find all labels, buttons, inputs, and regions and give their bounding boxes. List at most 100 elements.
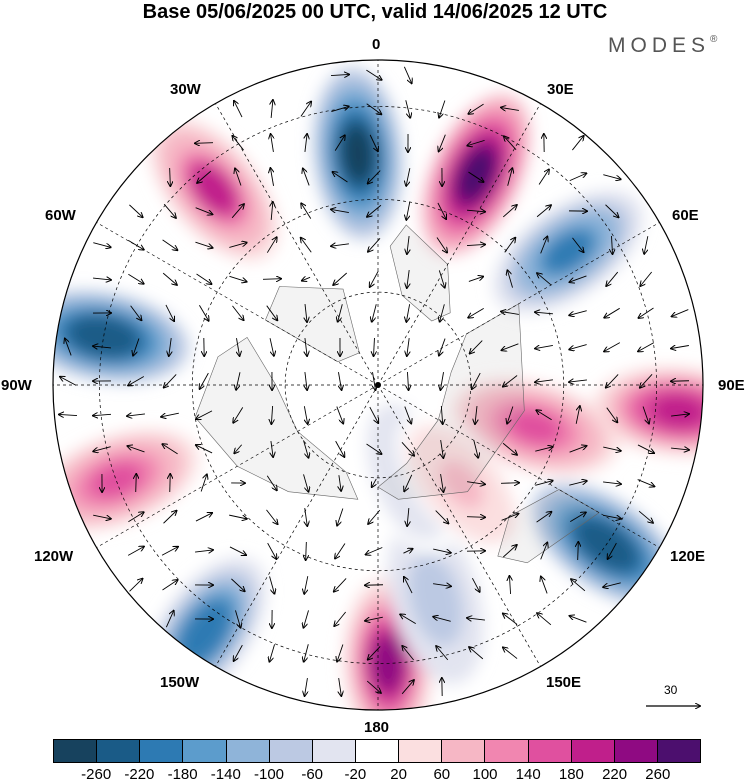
wind-arrow <box>572 136 583 151</box>
lon-label-30e: 30E <box>547 81 574 98</box>
wind-arrow <box>93 278 111 280</box>
colorbar-swatch <box>312 740 356 762</box>
wind-arrow <box>338 372 341 390</box>
wind-arrow <box>405 100 410 117</box>
wind-arrow <box>333 172 348 183</box>
colorbar-tick-label: 20 <box>390 766 407 783</box>
wind-arrow <box>334 578 347 591</box>
landmass-3 <box>194 336 359 500</box>
wind-arrow <box>339 475 341 491</box>
wind-arrow <box>470 340 483 354</box>
parallel <box>191 198 565 572</box>
wind-arrow <box>162 272 177 285</box>
wind-arrow <box>569 173 586 182</box>
wind-arrow <box>303 474 309 491</box>
wind-arrow <box>507 406 514 423</box>
colorbar-swatch <box>399 740 443 762</box>
wind-arrow <box>572 237 584 252</box>
wind-arrow <box>467 618 485 620</box>
wind-arrow <box>578 542 579 561</box>
wind-arrow <box>537 613 552 626</box>
wind-arrow <box>406 202 409 220</box>
wind-arrow <box>269 644 275 661</box>
lon-label-60w: 60W <box>45 207 76 224</box>
wind-arrow <box>266 305 278 321</box>
wind-arrow <box>441 474 444 492</box>
wind-arrow <box>467 482 485 485</box>
wind-arrow <box>368 509 381 524</box>
wind-arrow <box>603 582 621 587</box>
lon-label-120w: 120W <box>34 548 74 565</box>
wind-arrow <box>164 374 177 387</box>
wind-arrow <box>535 447 552 452</box>
wind-arrow <box>301 238 312 253</box>
colorbar-swatch <box>226 740 270 762</box>
wind-arrow <box>407 236 409 254</box>
lon-label-30w: 30W <box>170 81 201 98</box>
wind-arrow <box>502 343 519 350</box>
wind-arrow <box>507 168 513 186</box>
anomaly-negative-11 <box>387 516 484 685</box>
wind-arrow <box>334 611 347 626</box>
colorbar-tick-label: -180 <box>167 766 198 783</box>
colorbar-swatch <box>442 740 486 762</box>
wind-arrow <box>303 610 309 627</box>
wind-arrow <box>129 579 143 592</box>
lon-label-150w: 150W <box>160 674 200 691</box>
wind-arrow <box>235 169 242 186</box>
wind-arrow <box>637 444 654 453</box>
meridian <box>377 384 660 548</box>
wind-arrow <box>266 509 277 524</box>
wind-arrow <box>671 448 689 450</box>
wind-arrow <box>507 270 513 288</box>
wind-arrow <box>603 446 621 451</box>
lon-label-180: 180 <box>364 719 390 736</box>
registered-mark: ® <box>710 34 718 45</box>
wind-arrow <box>466 210 485 212</box>
wind-arrow <box>368 170 381 184</box>
wind-arrow <box>407 270 409 288</box>
colorbar-swatch <box>614 740 658 762</box>
wind-arrow <box>501 312 519 315</box>
wind-arrow <box>467 139 485 145</box>
wind-arrow <box>130 305 142 320</box>
wind-arrow <box>235 610 240 627</box>
wind-arrow <box>333 272 348 285</box>
wind-arrow <box>305 304 307 322</box>
wind-arrow <box>231 204 244 219</box>
wind-arrow <box>374 337 375 356</box>
wind-arrow <box>440 304 445 321</box>
wind-arrow <box>536 205 551 218</box>
wind-arrow <box>535 312 554 314</box>
wind-arrow <box>603 515 621 518</box>
wind-arrow <box>229 275 246 281</box>
wind-arrow <box>370 270 379 287</box>
wind-arrow <box>331 244 349 246</box>
anomaly-field <box>53 60 703 710</box>
wind-arrow <box>234 444 243 454</box>
wind-arrow <box>368 237 381 251</box>
wind-arrow <box>335 543 346 558</box>
wind-arrow <box>503 614 518 625</box>
wind-arrow <box>438 270 444 287</box>
wind-arrow <box>404 474 413 491</box>
wind-arrow <box>301 203 312 219</box>
wind-arrow <box>501 108 519 111</box>
wind-arrow <box>402 646 414 661</box>
wind-arrow <box>270 168 273 186</box>
wind-arrow <box>672 309 689 317</box>
wind-arrow <box>435 510 449 524</box>
wind-arrow <box>303 440 309 457</box>
wind-arrow <box>603 174 620 180</box>
wind-arrow <box>468 171 483 182</box>
wind-arrow <box>538 169 549 185</box>
wind-arrow <box>267 542 277 559</box>
wind-arrow <box>269 576 275 593</box>
wind-arrow <box>338 304 343 321</box>
wind-arrow <box>404 577 413 594</box>
anomaly-positive-13 <box>396 412 527 557</box>
colorbar-tick-label: 260 <box>645 766 671 783</box>
reference-vector-label: 30 <box>664 683 678 697</box>
wind-arrow <box>337 644 344 661</box>
